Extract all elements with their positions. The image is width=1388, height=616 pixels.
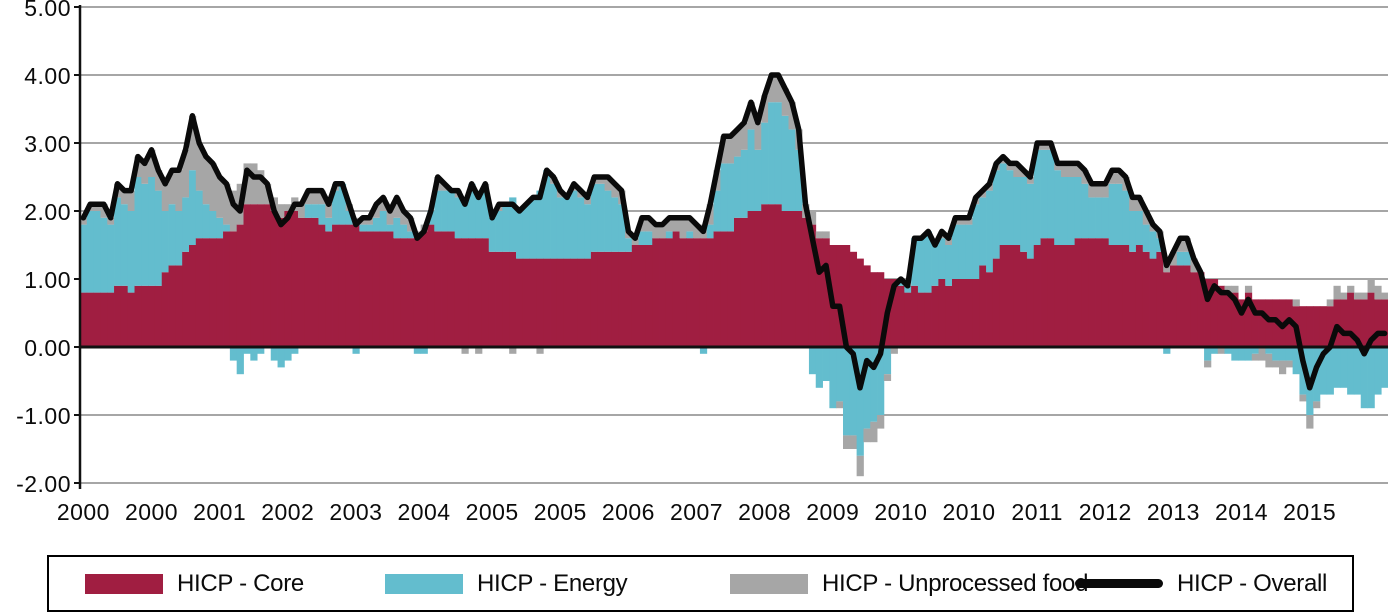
legend-label-unprocessed-food: HICP - Unprocessed food: [822, 569, 1089, 597]
svg-text:4.00: 4.00: [24, 63, 71, 89]
svg-text:5.00: 5.00: [24, 0, 71, 21]
svg-text:2011: 2011: [1011, 499, 1062, 525]
svg-text:2.00: 2.00: [24, 199, 71, 225]
svg-text:2015: 2015: [1283, 499, 1336, 525]
svg-text:0.00: 0.00: [24, 335, 71, 361]
legend-label-overall: HICP - Overall: [1177, 569, 1328, 597]
energy-swatch: [385, 573, 463, 594]
svg-text:2010: 2010: [942, 499, 995, 525]
svg-text:2009: 2009: [806, 499, 859, 525]
hicp-contributions-chart: 5.004.003.002.001.000.00-1.00-2.00 2000 2…: [16, 0, 1388, 525]
core-swatch: [85, 573, 163, 594]
svg-text:2005: 2005: [534, 499, 587, 525]
svg-text:2005: 2005: [466, 499, 519, 525]
svg-text:2003: 2003: [329, 499, 382, 525]
svg-text:1.00: 1.00: [24, 267, 71, 293]
stacked-bars: [80, 75, 1388, 477]
legend-label-core: HICP - Core: [177, 569, 304, 597]
svg-text:2006: 2006: [602, 499, 655, 525]
y-axis-ticks: [74, 6, 80, 484]
overall-line-swatch: [1075, 579, 1163, 588]
legend: HICP - Core HICP - Energy HICP - Unproce…: [47, 555, 1354, 612]
legend-label-energy: HICP - Energy: [477, 569, 628, 597]
svg-text:2014: 2014: [1215, 499, 1268, 525]
x-axis-labels: 2000 2000 2001 2002 2003 2004 2005 2005 2006 2007…: [57, 499, 1336, 525]
svg-text:3.00: 3.00: [24, 131, 71, 157]
svg-text:-1.00: -1.00: [16, 403, 71, 429]
legend-item-overall: HICP - Overall: [1075, 557, 1327, 610]
svg-text:2004: 2004: [397, 499, 450, 525]
svg-text:2008: 2008: [738, 499, 791, 525]
svg-text:2010: 2010: [874, 499, 927, 525]
svg-text:2013: 2013: [1147, 499, 1200, 525]
unprocessed-food-swatch: [730, 573, 808, 594]
overall-line: [80, 72, 1388, 391]
legend-item-energy: HICP - Energy: [385, 557, 628, 610]
svg-text:2000: 2000: [57, 499, 110, 525]
svg-text:2000: 2000: [125, 499, 178, 525]
svg-text:2002: 2002: [261, 499, 314, 525]
svg-text:2007: 2007: [670, 499, 723, 525]
legend-item-core: HICP - Core: [85, 557, 304, 610]
svg-text:-2.00: -2.00: [16, 471, 71, 497]
legend-item-unprocessed-food: HICP - Unprocessed food: [730, 557, 1088, 610]
y-axis-labels: 5.00 4.00 3.00 2.00 1.00 0.00 -1.00 -2.00: [16, 0, 71, 497]
svg-text:2001: 2001: [193, 499, 246, 525]
svg-text:2012: 2012: [1079, 499, 1132, 525]
